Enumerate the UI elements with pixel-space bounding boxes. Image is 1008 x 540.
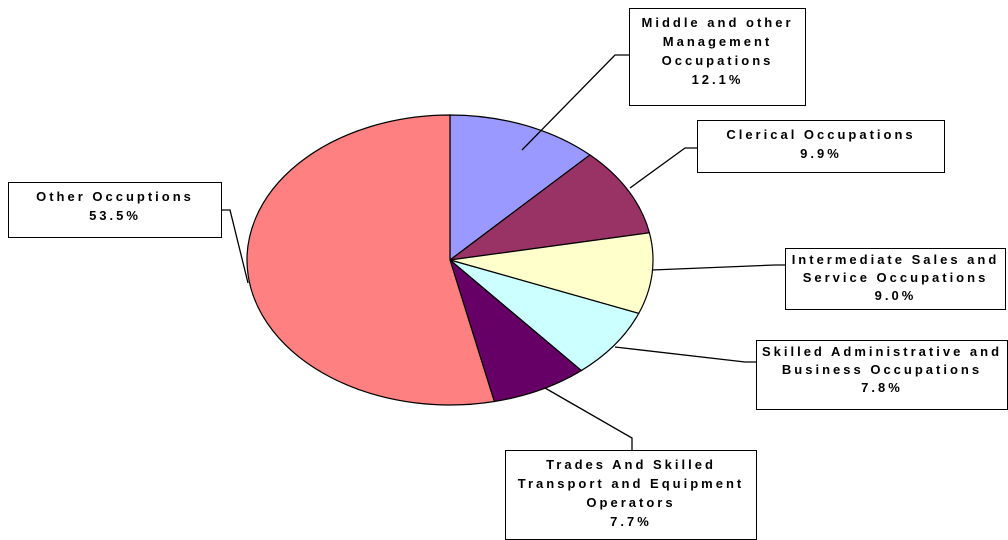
pie-slice [449,114,591,262]
category-label: Skilled Administrative and Business Occu… [761,344,1003,377]
slice-label: Other Occuptions 53.5% [8,182,222,238]
value-label: 53.5% [89,208,141,223]
slice-label: Skilled Administrative and Business Occu… [756,340,1008,410]
value-label: 7.8% [861,380,903,395]
value-label: 9.9% [800,146,842,161]
pie-slice [246,114,496,406]
leader-line [222,209,249,284]
value-label: 12.1% [691,72,744,87]
value-label: 9.0% [874,288,917,303]
pie [246,114,654,406]
pie-slice [448,258,583,403]
leader-line [544,387,633,450]
pie-slice [447,154,651,261]
leader-line [651,264,785,271]
slice-label: Trades And Skilled Transport and Equipme… [505,450,757,540]
category-label: Other Occuptions [36,189,194,204]
leader-lines [222,54,785,450]
leader-line [521,54,629,151]
slice-label: Clerical Occupations 9.9% [697,120,945,173]
leader-line [614,346,756,363]
slice-label: Middle and other Management Occupations 1… [629,8,806,106]
leader-line [629,147,697,189]
pie-slice [449,232,654,315]
slice-label: Intermediate Sales and Service Occupatio… [785,248,1006,310]
value-label: 7.7% [610,514,652,529]
category-label: Trades And Skilled Transport and Equipme… [517,457,745,510]
category-label: Clerical Occupations [726,127,916,142]
pie-slice [449,259,640,372]
category-label: Middle and other Management Occupations [641,15,794,68]
category-label: Intermediate Sales and Service Occupatio… [791,252,1000,285]
